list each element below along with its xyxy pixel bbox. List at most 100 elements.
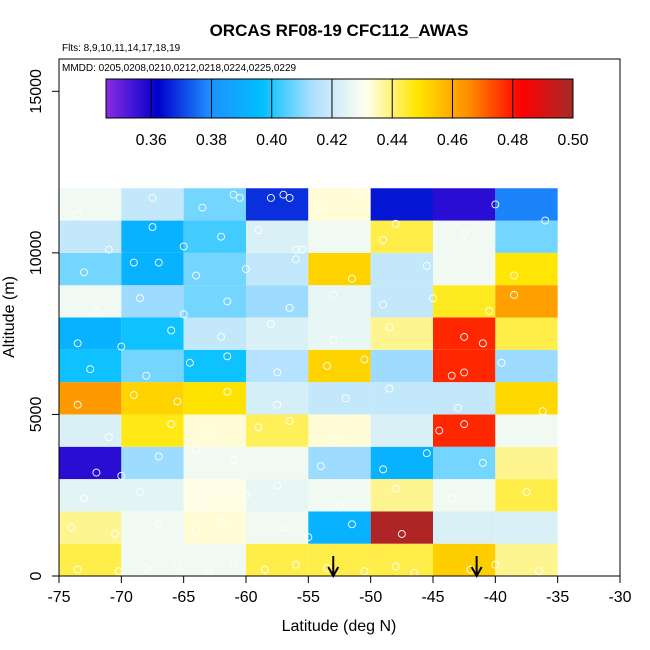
heatmap-cell	[495, 317, 558, 350]
heatmap-cell	[433, 285, 496, 318]
heatmap-cell	[370, 414, 433, 447]
sample-point	[266, 193, 275, 202]
heatmap-cell	[59, 252, 122, 286]
sample-point	[285, 416, 294, 425]
heatmap-cell	[121, 511, 184, 544]
heatmap-cell	[308, 252, 371, 286]
sample-point	[154, 258, 163, 267]
heatmap-cell	[59, 446, 122, 480]
heatmap-cell	[433, 446, 496, 480]
sample-point	[460, 229, 469, 238]
sample-point	[117, 471, 126, 480]
colorbar-gradient	[105, 78, 574, 119]
heatmap-cell	[183, 349, 246, 383]
sample-point	[167, 420, 176, 429]
heatmap-cell	[433, 188, 496, 221]
x-tick-label: -60	[234, 589, 257, 606]
heatmap-cell	[121, 285, 184, 318]
sample-point	[460, 332, 469, 341]
flights-subtitle: Flts: 8,9,10,11,14,17,18,19	[62, 43, 181, 54]
sample-point	[291, 560, 300, 569]
sample-point	[86, 365, 95, 374]
x-tick-label: -30	[608, 589, 631, 606]
sample-point	[129, 391, 138, 399]
sample-point	[254, 226, 263, 235]
sample-point	[285, 193, 294, 202]
heatmap-cell	[370, 543, 433, 576]
sample-point	[204, 567, 213, 576]
heatmap-cell	[308, 511, 371, 544]
heatmap-cell	[183, 543, 246, 576]
y-tick-label: 5000	[28, 397, 45, 433]
sample-point	[273, 400, 282, 409]
sample-point	[279, 523, 288, 532]
x-tick-label: -50	[359, 589, 382, 606]
heatmap-cell	[370, 285, 433, 318]
sample-point	[167, 326, 176, 335]
sample-point	[304, 533, 313, 542]
heatmap-cell	[59, 317, 122, 350]
heatmap-cell	[246, 414, 309, 447]
sample-point	[260, 565, 269, 574]
sample-point	[173, 397, 182, 406]
sample-point	[217, 517, 226, 526]
sample-point	[510, 271, 518, 280]
sample-point	[291, 255, 300, 264]
sample-point	[129, 258, 138, 267]
sample-point	[104, 433, 113, 442]
x-tick-label: -45	[421, 589, 444, 606]
colorbar-tick-label: 0.46	[437, 132, 468, 149]
heatmap-cell	[246, 188, 309, 221]
colorbar-tick-label: 0.48	[497, 132, 528, 149]
heatmap-cell	[246, 220, 309, 253]
heatmap-cell	[495, 220, 558, 253]
sample-point	[204, 429, 213, 438]
sample-point	[323, 362, 331, 370]
sample-point	[422, 449, 431, 458]
heatmap-cell	[308, 446, 371, 480]
sample-point	[154, 520, 163, 529]
sample-point	[329, 290, 338, 299]
heatmap-cell	[308, 543, 371, 576]
sample-point	[429, 294, 437, 303]
sample-point	[185, 358, 194, 367]
x-tick-label: -35	[546, 589, 569, 606]
sample-point	[285, 303, 294, 312]
sample-point	[92, 468, 101, 477]
sample-point	[273, 368, 282, 377]
sample-point	[497, 358, 506, 367]
sample-point	[447, 371, 456, 380]
sample-point	[229, 190, 238, 199]
sample-point	[217, 232, 226, 241]
sample-point	[435, 426, 444, 435]
heatmap-cell	[59, 511, 122, 544]
x-tick-label: -75	[47, 589, 70, 606]
colorbar-tick-label: 0.36	[136, 132, 167, 149]
sample-point	[379, 465, 388, 474]
sample-point	[154, 452, 163, 461]
heatmap-cell	[183, 188, 246, 221]
sample-point	[348, 274, 356, 283]
heatmap-cell	[59, 382, 122, 415]
heatmap-cell	[370, 382, 433, 415]
heatmap-cell	[246, 349, 309, 383]
sample-point	[142, 371, 151, 380]
heatmap-cell	[59, 414, 122, 447]
heatmap-cell	[495, 511, 558, 544]
sample-point	[460, 420, 469, 429]
colorbar-tick-label: 0.50	[557, 132, 588, 149]
sample-point	[538, 407, 547, 416]
sample-point	[179, 242, 188, 251]
sample-point	[235, 193, 244, 202]
heatmap-cell	[433, 414, 496, 447]
heatmap-cells	[59, 188, 558, 576]
sample-point	[291, 245, 300, 254]
heatmap-cell	[495, 285, 558, 318]
heatmap-cell	[59, 188, 122, 221]
heatmap-cell	[246, 543, 309, 576]
heatmap-cell	[433, 479, 496, 512]
heatmap-cell	[308, 285, 371, 318]
heatmap-cell	[59, 543, 122, 576]
sample-point	[192, 526, 201, 535]
heatmap-cell	[308, 414, 371, 447]
